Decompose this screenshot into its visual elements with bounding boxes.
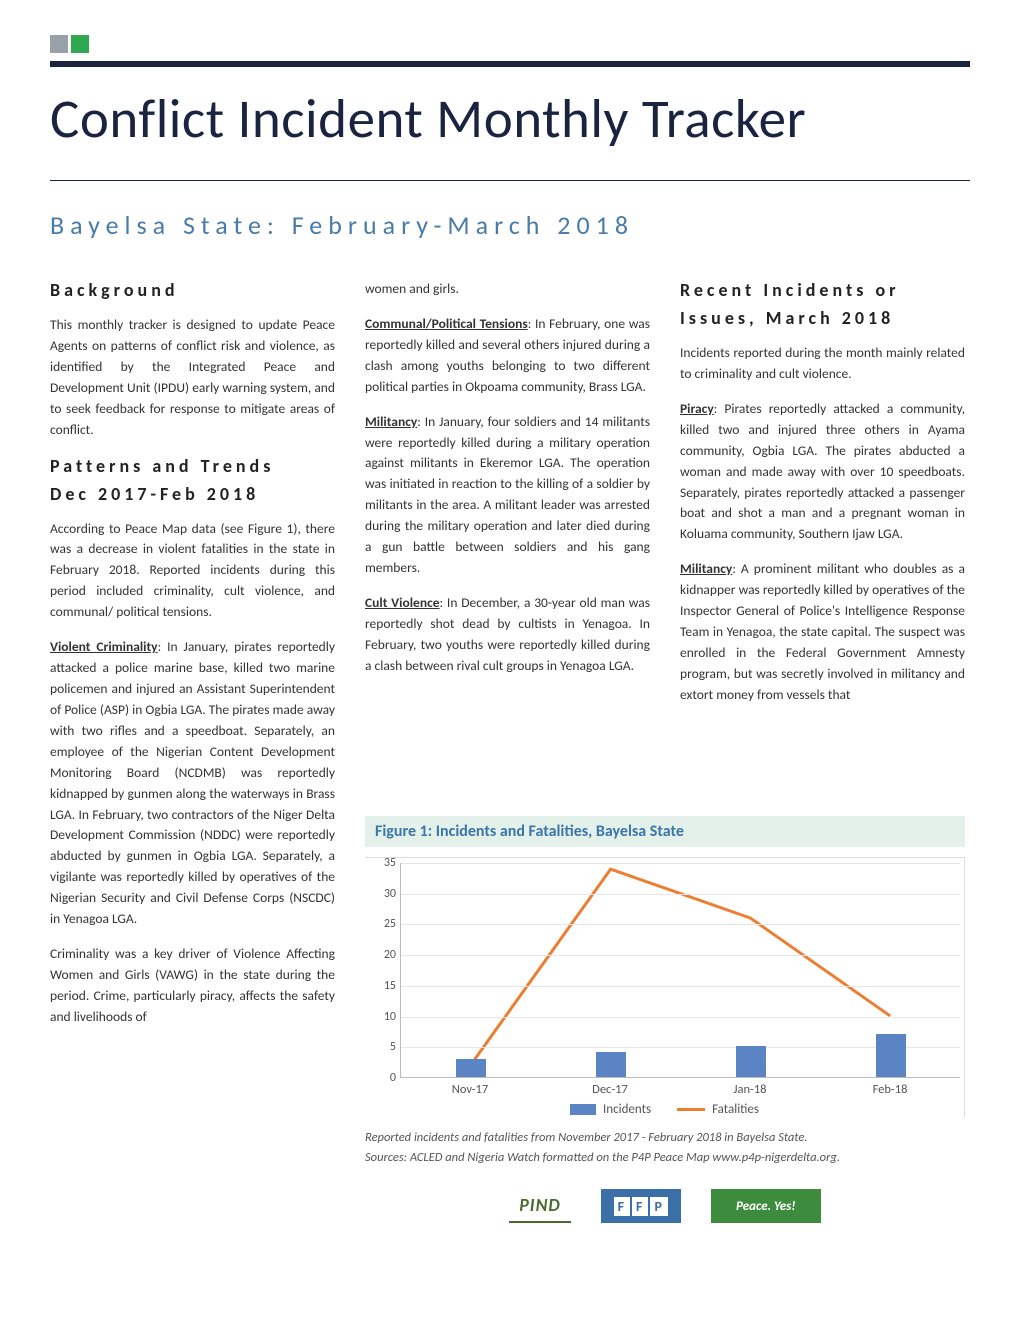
legend-incidents: Incidents [570, 1102, 651, 1117]
text-militancy-mid: : In January, four soldiers and 14 milit… [365, 413, 650, 576]
header-squares [50, 35, 970, 53]
text-violent-criminality: : In January, pirates reportedly attacke… [50, 638, 335, 927]
chart-plot [400, 863, 960, 1078]
x-axis-label: Dec-17 [592, 1082, 628, 1097]
para-militancy-mid: Militancy: In January, four soldiers and… [365, 412, 650, 579]
chart-note-1: Reported incidents and fatalities from N… [365, 1129, 965, 1147]
para-vawg: Criminality was a key driver of Violence… [50, 944, 335, 1028]
para-patterns-intro: According to Peace Map data (see Figure … [50, 519, 335, 624]
chart-legend: Incidents Fatalities [365, 1102, 964, 1117]
chart-note-2: Sources: ACLED and Nigeria Watch formatt… [365, 1149, 965, 1167]
ffp-f2: F [632, 1197, 648, 1216]
heading-patterns-a: Patterns and Trends [50, 455, 335, 477]
ffp-f1: F [614, 1197, 630, 1216]
label-militancy-right: Militancy [680, 560, 732, 577]
para-women-girls: women and girls. [365, 279, 650, 300]
logo-row: PIND FFP Peace. Yes! [365, 1189, 965, 1223]
gridline [401, 863, 960, 864]
y-axis-label: 20 [370, 948, 396, 962]
y-axis-label: 35 [370, 856, 396, 870]
heading-recent-a: Recent Incidents or [680, 279, 965, 301]
column-right: Recent Incidents or Issues, March 2018 I… [680, 279, 965, 749]
heading-recent-b: Issues, March 2018 [680, 307, 965, 329]
bar-incidents [876, 1034, 907, 1077]
para-recent-intro: Incidents reported during the month main… [680, 343, 965, 385]
para-communal: Communal/Political Tensions: In February… [365, 314, 650, 398]
para-cult: Cult Violence: In December, a 30-year ol… [365, 593, 650, 677]
page-subtitle: Bayelsa State: February-March 2018 [50, 209, 970, 241]
text-piracy: : Pirates reportedly attacked a communit… [680, 400, 965, 543]
label-piracy: Piracy [680, 400, 714, 417]
logo-peace: Peace. Yes! [711, 1189, 821, 1223]
square-green [71, 35, 89, 53]
x-axis-label: Jan-18 [733, 1082, 766, 1097]
para-violent-criminality: Violent Criminality: In January, pirates… [50, 637, 335, 930]
bar-incidents [456, 1059, 487, 1077]
para-piracy: Piracy: Pirates reportedly attacked a co… [680, 399, 965, 545]
ffp-p: P [650, 1197, 667, 1216]
label-violent-criminality: Violent Criminality [50, 638, 158, 655]
label-cult: Cult Violence [365, 594, 440, 611]
y-axis-label: 25 [370, 917, 396, 931]
legend-fatalities: Fatalities [677, 1102, 759, 1117]
legend-bar-swatch [570, 1104, 596, 1115]
logo-ffp: FFP [601, 1189, 681, 1223]
chart-title: Figure 1: Incidents and Fatalities, Baye… [365, 816, 965, 847]
subtitle-rule [50, 180, 970, 181]
gridline [401, 1017, 960, 1018]
y-axis-label: 10 [370, 1010, 396, 1024]
heading-background: Background [50, 279, 335, 301]
bar-incidents [596, 1052, 627, 1077]
gridline [401, 955, 960, 956]
para-background: This monthly tracker is designed to upda… [50, 315, 335, 441]
column-middle: women and girls. Communal/Political Tens… [365, 279, 650, 691]
text-militancy-right: : A prominent militant who doubles as a … [680, 560, 965, 703]
gridline [401, 894, 960, 895]
x-axis-label: Feb-18 [873, 1082, 908, 1097]
label-communal: Communal/Political Tensions [365, 315, 528, 332]
legend-incidents-label: Incidents [603, 1102, 651, 1117]
y-axis-label: 30 [370, 887, 396, 901]
y-axis-label: 0 [370, 1071, 396, 1085]
x-axis-label: Nov-17 [452, 1082, 488, 1097]
legend-line-swatch [677, 1108, 705, 1111]
gridline [401, 924, 960, 925]
legend-fatalities-label: Fatalities [712, 1102, 759, 1117]
heading-patterns-b: Dec 2017-Feb 2018 [50, 483, 335, 505]
chart-area: Incidents Fatalities 0 5 10 15 20 25 30 35 Nov-1… [365, 857, 965, 1117]
column-left: Background This monthly tracker is desig… [50, 279, 335, 1028]
top-rule [50, 61, 970, 67]
figure-1: Figure 1: Incidents and Fatalities, Baye… [365, 816, 965, 1223]
y-axis-label: 5 [370, 1040, 396, 1054]
page-title: Conflict Incident Monthly Tracker [50, 85, 970, 152]
gridline [401, 986, 960, 987]
bar-incidents [736, 1046, 767, 1077]
square-gray [50, 35, 68, 53]
y-axis-label: 15 [370, 979, 396, 993]
label-militancy-mid: Militancy [365, 413, 417, 430]
logo-pind: PIND [509, 1189, 571, 1223]
para-militancy-right: Militancy: A prominent militant who doub… [680, 559, 965, 705]
